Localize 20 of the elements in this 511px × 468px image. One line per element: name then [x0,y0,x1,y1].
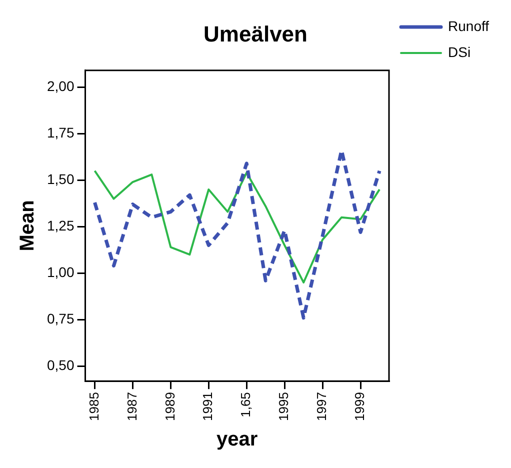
x-axis-title: year [216,428,258,451]
x-tick-label: 1985 [86,392,102,421]
y-axis-title: Mean [16,200,39,252]
x-tick-label: 1997 [314,392,330,421]
legend-label: Runoff [448,18,490,34]
x-tick-label: 1991 [200,392,216,421]
y-tick-label: 1,25 [47,218,74,234]
x-tick-label: 1995 [276,392,292,421]
y-tick-label: 0,75 [47,310,74,327]
x-tick-label: 1989 [162,392,178,421]
y-tick-label: 2,00 [47,78,74,94]
y-tick-label: 0,50 [47,357,74,374]
x-tick-label: 1,65 [238,392,254,418]
chart-title: Umeälven [204,21,308,46]
y-tick-label: 1,00 [47,264,74,280]
legend-label: DSi [448,44,471,60]
y-tick-label: 1,50 [47,171,74,188]
x-tick-label: 1999 [352,392,368,421]
x-tick-label: 1987 [124,392,140,421]
y-tick-label: 1,75 [47,124,74,141]
